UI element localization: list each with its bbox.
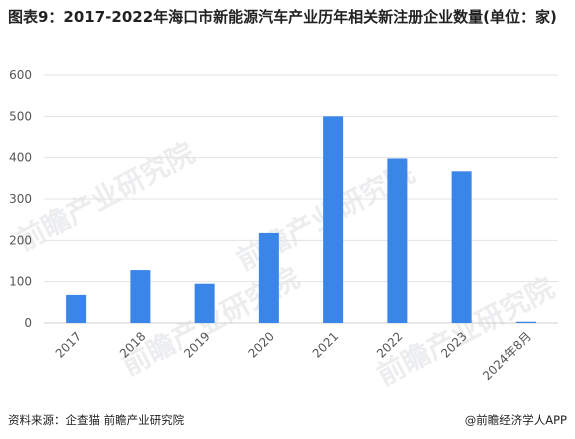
y-tick-label: 100 bbox=[9, 275, 32, 289]
chart-title: 图表9：2017-2022年海口市新能源汽车产业历年相关新注册企业数量(单位：家… bbox=[8, 8, 557, 26]
y-tick-label: 300 bbox=[9, 192, 32, 206]
watermark-text: 前瞻产业研究院 bbox=[11, 136, 200, 257]
bar bbox=[515, 321, 536, 323]
bar bbox=[130, 270, 151, 323]
bar bbox=[194, 283, 215, 323]
x-tick-label: 2020 bbox=[245, 329, 276, 360]
grid-lines bbox=[44, 74, 558, 324]
bars bbox=[66, 116, 536, 323]
y-axis-ticks: 0 100 200 300 400 500 600 bbox=[9, 68, 32, 330]
y-tick-label: 0 bbox=[24, 316, 32, 330]
x-axis-ticks: 2017 2018 2019 2020 2021 2022 2023 2024年8月 bbox=[53, 329, 534, 383]
y-tick-label: 400 bbox=[9, 151, 32, 165]
bar bbox=[66, 294, 87, 323]
y-tick-label: 200 bbox=[9, 233, 32, 247]
bar bbox=[323, 116, 344, 323]
bar bbox=[258, 232, 279, 323]
y-tick-label: 600 bbox=[9, 68, 32, 82]
x-tick-label: 2021 bbox=[310, 329, 341, 360]
source-note: 资料来源：企查猫 前瞻产业研究院 bbox=[8, 413, 185, 427]
watermark-layer: 前瞻产业研究院前瞻产业研究院前瞻产业研究院前瞻产业研究院 bbox=[11, 136, 560, 392]
bar bbox=[451, 171, 472, 323]
bar bbox=[387, 158, 408, 323]
y-tick-label: 500 bbox=[9, 109, 32, 123]
x-tick-label: 2017 bbox=[53, 329, 84, 360]
brand-credit: @前瞻经济学人APP bbox=[464, 413, 567, 427]
